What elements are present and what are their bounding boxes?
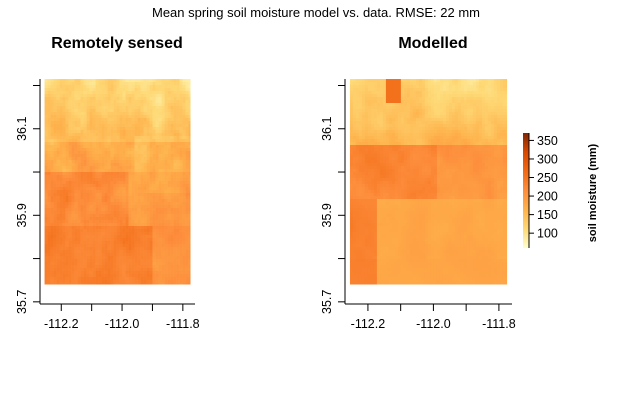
colorbar-label: soil moisture (mm) xyxy=(587,143,599,242)
colorbar-ramp xyxy=(523,133,529,248)
colorbar-legend: 100 150 200 250 300 350 xyxy=(523,133,558,248)
raster-model xyxy=(349,79,508,285)
x-tick-label: -111.8 xyxy=(482,317,516,331)
x-tick-label: -112.2 xyxy=(44,317,79,331)
x-tick-label: -112.0 xyxy=(416,317,451,331)
panel-title-remote: Remotely sensed xyxy=(51,35,183,52)
x-tick-label: -112.0 xyxy=(105,317,140,331)
panel-title-model: Modelled xyxy=(398,35,467,52)
colorbar-tick-label: 200 xyxy=(537,190,558,204)
y-tick-label: 35.9 xyxy=(15,203,29,227)
colorbar-tick-label: 300 xyxy=(537,152,558,166)
colorbar-tick-label: 150 xyxy=(537,208,558,222)
raster-remote xyxy=(44,79,191,285)
colorbar-tick-label: 100 xyxy=(537,227,558,241)
y-tick-label: 35.7 xyxy=(320,290,334,314)
panel-remotely-sensed: -112.2 -112.0 -111.8 35.7 35.9 36.1 xyxy=(15,79,200,331)
panel-modelled: -112.2 -112.0 -111.8 35.7 35.9 36.1 xyxy=(320,79,516,331)
y-tick-label: 36.1 xyxy=(320,117,334,141)
y-tick-label: 35.9 xyxy=(320,203,334,227)
colorbar-tick-label: 250 xyxy=(537,171,558,185)
y-tick-label: 35.7 xyxy=(15,290,29,314)
chart-title: Mean spring soil moisture model vs. data… xyxy=(152,5,480,20)
x-tick-label: -112.2 xyxy=(351,317,386,331)
y-tick-label: 36.1 xyxy=(15,117,29,141)
x-tick-label: -111.8 xyxy=(166,317,200,331)
colorbar-tick-label: 350 xyxy=(537,134,558,148)
